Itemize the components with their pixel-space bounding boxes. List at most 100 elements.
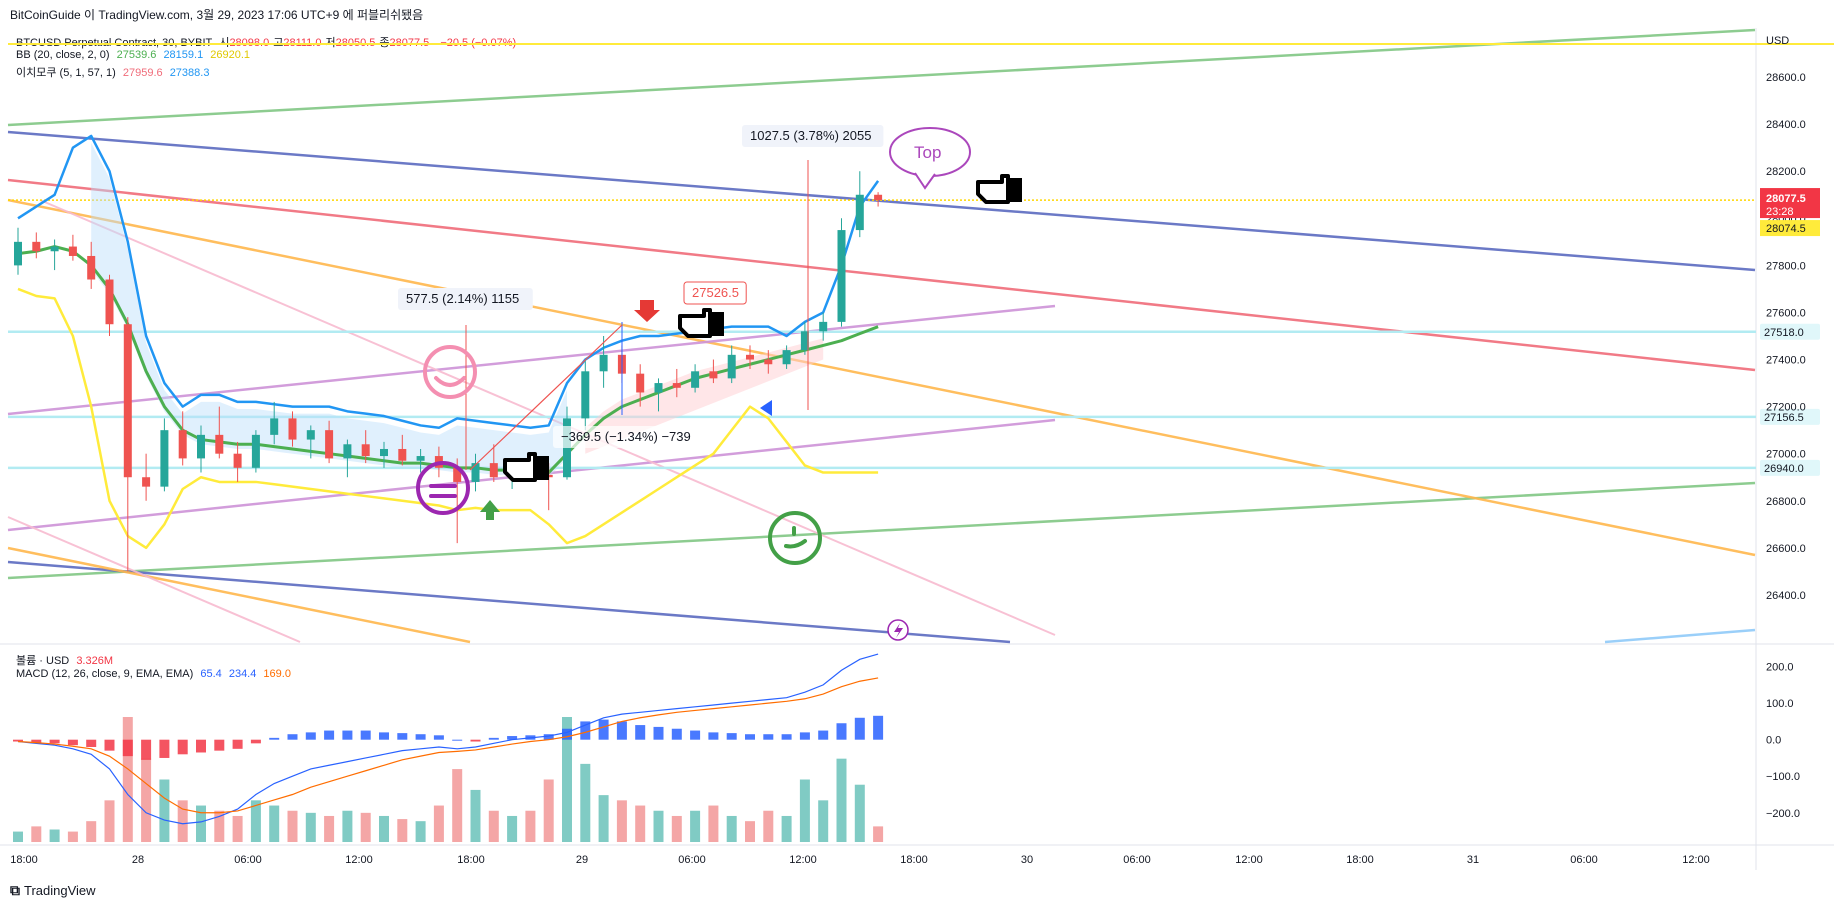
candle-body-46 (855, 194, 864, 231)
macd-hist-bar-29 (543, 734, 554, 740)
volume-bar-5 (104, 800, 115, 842)
volume-bar-33 (616, 800, 627, 842)
price-tick-10: 28400.0 (1766, 119, 1806, 131)
volume-bar-15 (287, 810, 298, 842)
macd-hist-bar-0 (13, 739, 23, 742)
level-badge-label-3: 26940.0 (1764, 463, 1804, 475)
bb-price-label: 28074.5 (1766, 223, 1806, 235)
volume-bar-12 (232, 815, 243, 842)
volume-label[interactable]: 볼륨 · USD (16, 655, 70, 667)
ichimoku-cloud-red (585, 241, 824, 454)
time-tick-14: 06:00 (1570, 854, 1598, 866)
volume-bar-6 (122, 717, 133, 842)
macd-label[interactable]: MACD (12, 26, close, 9, EMA, EMA) (16, 668, 194, 680)
bb-lower-value: 26920.1 (210, 49, 251, 61)
volume-bar-39 (726, 815, 737, 842)
bb-label[interactable]: BB (20, close, 2, 0) (16, 49, 110, 61)
macd-hist-bar-24 (452, 739, 463, 741)
macd-hist-bar-45 (836, 723, 847, 740)
macd-tick-0: 200.0 (1766, 662, 1794, 674)
macd-hist-bar-36 (671, 728, 682, 740)
candle-body-43 (800, 331, 809, 351)
candle-body-13 (251, 434, 260, 468)
lightning-icon-bolt (894, 623, 903, 638)
candle-body-15 (288, 418, 297, 440)
time-tick-11: 12:00 (1235, 854, 1263, 866)
pointing-hand-icon-3 (503, 452, 549, 482)
candle-body-1 (32, 241, 41, 252)
price-tick-9: 28200.0 (1766, 166, 1806, 178)
macd-hist-bar-5 (104, 739, 115, 751)
volume-bar-47 (873, 826, 884, 842)
macd-hist-bar-47 (873, 715, 884, 740)
macd-hist-bar-15 (287, 734, 298, 740)
volume-bar-37 (690, 810, 701, 842)
trend-line-2 (7, 130, 1756, 272)
volume-bar-46 (854, 784, 865, 842)
macd-hist-bar-32 (598, 719, 609, 740)
time-tick-7: 12:00 (789, 854, 817, 866)
macd-hist-bar-39 (726, 733, 737, 740)
candle-body-17 (325, 430, 334, 459)
candle-body-11 (215, 434, 224, 454)
macd-hist-bar-20 (379, 732, 389, 740)
candle-body-19 (361, 444, 370, 457)
volume-bar-10 (196, 805, 206, 842)
macd-hist-bar-19 (360, 730, 371, 740)
candle-body-14 (270, 418, 279, 435)
ichimoku-value-1: 27959.6 (122, 67, 163, 79)
time-tick-0: 18:00 (10, 854, 38, 866)
pointing-hand-icon-1 (976, 174, 1022, 204)
volume-bar-34 (635, 805, 646, 842)
volume-bar-28 (525, 810, 536, 842)
macd-hist-bar-22 (415, 734, 426, 740)
tradingview-logo-icon: ⧉ (10, 882, 20, 898)
candle-body-2 (50, 246, 59, 252)
volume-bar-40 (745, 821, 755, 842)
ichimoku-value-2: 27388.3 (169, 67, 210, 79)
volume-bar-4 (86, 821, 97, 842)
volume-bar-3 (67, 831, 78, 842)
macd-tick-1: 100.0 (1766, 698, 1794, 710)
bb-lower-line (17, 287, 879, 550)
time-tick-2: 06:00 (234, 854, 262, 866)
measure-label-1: 1027.5 (3.78%) 2055 (750, 128, 871, 143)
volume-bar-23 (433, 805, 444, 842)
price-tick-2: 26800.0 (1766, 496, 1806, 508)
chart-canvas[interactable]: 27518.0 27156.5 26940.0 1027.5 (3.78%) 2055… (0, 0, 1834, 880)
trend-line-0 (7, 28, 1756, 127)
time-tick-5: 29 (576, 854, 588, 866)
level-badge-label-2: 27156.5 (1764, 412, 1804, 424)
macd-hist-bar-16 (305, 732, 316, 740)
countdown-label: 23:28 (1766, 206, 1794, 218)
macd-hist-bar-33 (616, 721, 627, 740)
level-badge-label-1: 27518.0 (1764, 327, 1804, 339)
volume-bar-14 (269, 805, 280, 842)
volume-bar-1 (31, 826, 42, 842)
time-tick-4: 18:00 (457, 854, 485, 866)
candle-body-41 (764, 359, 773, 365)
volume-bar-45 (836, 758, 847, 842)
volume-bar-25 (470, 789, 481, 842)
tradingview-brand[interactable]: TradingView (24, 883, 96, 898)
measure-label-2: 577.5 (2.14%) 1155 (406, 291, 519, 306)
time-tick-15: 12:00 (1682, 854, 1710, 866)
time-tick-6: 06:00 (678, 854, 706, 866)
ichimoku-label[interactable]: 이치모쿠 (5, 1, 57, 1) (16, 67, 116, 79)
volume-bar-17 (324, 815, 335, 842)
candle-body-4 (87, 255, 96, 280)
trend-line-7 (7, 304, 1056, 416)
volume-bar-29 (543, 779, 554, 842)
macd-hist-bar-26 (488, 737, 499, 740)
candle-body-39 (727, 354, 736, 379)
macd-hist-bar-46 (854, 717, 865, 740)
volume-bar-19 (360, 812, 371, 842)
candle-body-38 (709, 371, 718, 379)
macd-hist-bar-10 (196, 739, 206, 753)
time-tick-13: 31 (1467, 854, 1479, 866)
volume-bar-0 (13, 831, 23, 842)
price-tick-4: 27200.0 (1766, 402, 1806, 414)
macd-hist-bar-25 (470, 739, 481, 742)
measure-label-3: −369.5 (−1.34%) −739 (561, 429, 691, 444)
current-price-label: 28077.5 (1766, 193, 1806, 205)
